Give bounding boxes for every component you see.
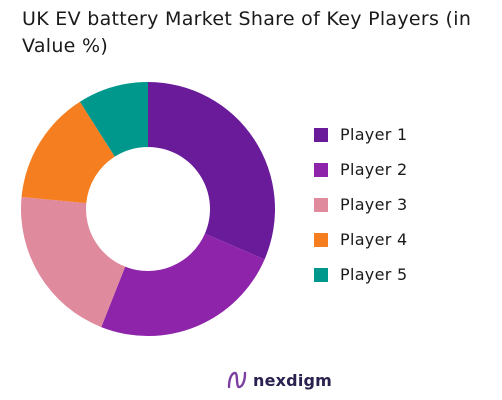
legend-item: Player 4 bbox=[314, 222, 407, 257]
legend-swatch bbox=[314, 127, 328, 142]
legend-swatch bbox=[314, 267, 328, 282]
donut-slice-2 bbox=[101, 233, 265, 336]
legend-item: Player 2 bbox=[314, 152, 407, 187]
legend-swatch bbox=[314, 197, 328, 212]
donut-slice-5 bbox=[79, 82, 148, 157]
donut-slice-3 bbox=[21, 197, 126, 328]
legend-label: Player 2 bbox=[340, 160, 408, 179]
brand-name: nexdigm bbox=[253, 370, 333, 390]
brand-logo: nexdigm bbox=[226, 370, 332, 390]
donut-slice-1 bbox=[148, 82, 275, 260]
nexdigm-logo-icon bbox=[227, 371, 247, 389]
legend-swatch bbox=[314, 232, 328, 247]
legend-label: Player 1 bbox=[340, 125, 408, 144]
chart-title: UK EV battery Market Share of Key Player… bbox=[22, 8, 472, 57]
legend-label: Player 3 bbox=[340, 195, 408, 214]
legend-label: Player 4 bbox=[340, 230, 408, 249]
legend-item: Player 1 bbox=[314, 117, 407, 152]
legend-item: Player 5 bbox=[314, 257, 407, 292]
donut-slice-4 bbox=[21, 101, 115, 204]
donut-slices bbox=[21, 82, 275, 336]
legend-label: Player 5 bbox=[340, 265, 408, 284]
legend-swatch bbox=[314, 162, 328, 177]
legend: Player 1 Player 2 Player 3 Player 4 Play… bbox=[314, 117, 407, 292]
legend-item: Player 3 bbox=[314, 187, 407, 222]
